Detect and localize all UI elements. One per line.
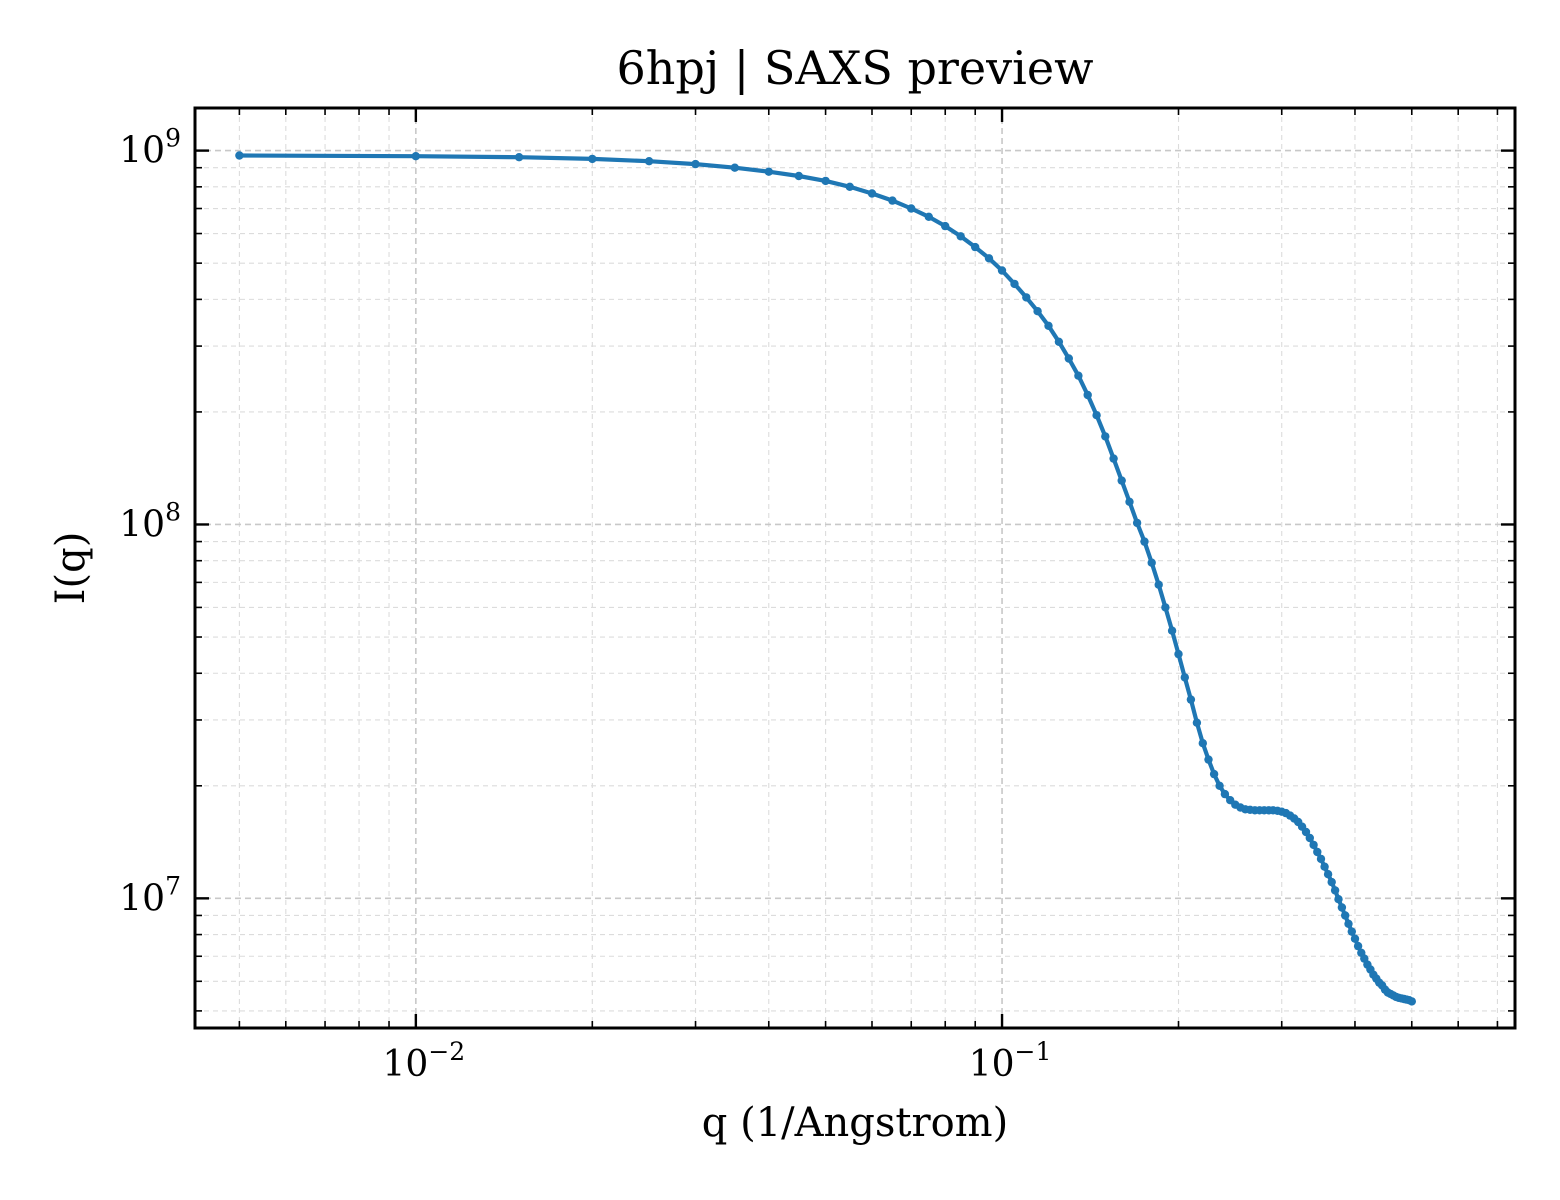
data-point bbox=[1341, 911, 1350, 920]
x-tick-label: 10−2 bbox=[383, 1037, 466, 1085]
data-point bbox=[1309, 840, 1318, 850]
tick-labels: 10−2 10−1 107 108 109 bbox=[119, 124, 1051, 1085]
data-point bbox=[1334, 895, 1343, 904]
data-point bbox=[1327, 877, 1336, 887]
data-point bbox=[794, 171, 803, 181]
plot-frame bbox=[193, 106, 1517, 1030]
data-point bbox=[644, 157, 654, 166]
data-point bbox=[1192, 718, 1202, 727]
data-point bbox=[1209, 769, 1219, 779]
data-point bbox=[1022, 293, 1031, 302]
data-point bbox=[1101, 432, 1110, 441]
data-point bbox=[1407, 997, 1417, 1006]
data-point bbox=[1117, 476, 1126, 485]
data-point bbox=[1180, 673, 1190, 682]
data-point bbox=[1033, 307, 1042, 316]
data-point bbox=[867, 189, 877, 198]
y-axis-label: I(q) bbox=[48, 532, 94, 605]
data-point bbox=[845, 182, 854, 191]
data-point bbox=[1337, 903, 1347, 912]
data-point bbox=[1301, 827, 1311, 837]
data-point bbox=[1083, 390, 1092, 400]
series-layer bbox=[235, 151, 1417, 1006]
chart-title: 6hpj | SAXS preview bbox=[617, 41, 1094, 95]
data-point bbox=[1350, 934, 1360, 943]
y-tick-label: 107 bbox=[119, 871, 181, 919]
data-point bbox=[1010, 279, 1019, 289]
data-point bbox=[971, 242, 980, 252]
data-point bbox=[1132, 518, 1142, 528]
data-point bbox=[764, 167, 773, 176]
data-point bbox=[1344, 919, 1353, 928]
data-point bbox=[235, 151, 244, 160]
data-point bbox=[730, 163, 739, 172]
y-tick-label: 109 bbox=[119, 124, 181, 172]
data-point bbox=[888, 196, 897, 205]
data-point bbox=[1316, 854, 1326, 864]
data-point bbox=[821, 176, 830, 186]
data-point bbox=[1092, 411, 1101, 420]
data-point bbox=[1054, 337, 1064, 346]
data-point bbox=[1161, 603, 1170, 612]
axis-ticks bbox=[195, 108, 1515, 1028]
data-point bbox=[997, 266, 1007, 275]
data-point bbox=[1174, 649, 1183, 659]
data-point bbox=[1167, 626, 1177, 635]
data-point bbox=[1320, 862, 1329, 871]
data-point bbox=[1313, 847, 1322, 857]
data-point bbox=[1353, 941, 1363, 951]
data-point bbox=[1323, 870, 1333, 879]
data-point bbox=[1109, 454, 1118, 463]
data-point bbox=[984, 254, 994, 263]
data-point bbox=[691, 159, 700, 169]
data-point bbox=[1305, 833, 1315, 843]
data-point bbox=[1330, 886, 1340, 895]
data-point bbox=[514, 153, 524, 162]
data-point bbox=[588, 154, 597, 164]
data-point bbox=[411, 152, 420, 161]
data-point bbox=[941, 221, 950, 231]
data-point bbox=[1198, 739, 1208, 748]
data-point bbox=[1220, 789, 1230, 799]
data-point bbox=[1074, 371, 1083, 380]
data-point bbox=[956, 232, 965, 241]
data-point bbox=[1044, 321, 1053, 330]
y-tick-label: 108 bbox=[119, 497, 181, 545]
data-point bbox=[1204, 755, 1213, 764]
data-point bbox=[907, 204, 916, 213]
data-point bbox=[1154, 580, 1163, 589]
data-point bbox=[1186, 695, 1196, 704]
data-point bbox=[1125, 497, 1134, 506]
data-point bbox=[1347, 927, 1357, 936]
data-point bbox=[1147, 558, 1156, 567]
grid-lines bbox=[195, 108, 1515, 1028]
data-point bbox=[1215, 781, 1224, 790]
x-tick-label: 10−1 bbox=[969, 1037, 1052, 1085]
data-point bbox=[1064, 354, 1074, 363]
data-point bbox=[924, 212, 933, 221]
x-axis-label: q (1/Angstrom) bbox=[702, 1100, 1008, 1146]
data-point bbox=[1140, 537, 1149, 546]
